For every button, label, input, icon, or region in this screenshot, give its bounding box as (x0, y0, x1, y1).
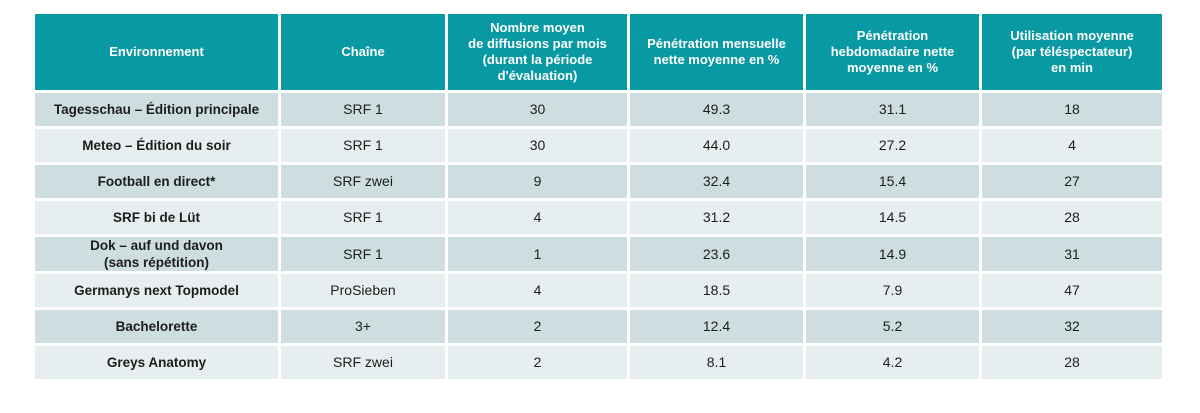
value-cell: 1 (448, 237, 627, 271)
value-cell: 3+ (281, 310, 445, 343)
value-cell: 30 (448, 129, 627, 162)
value-cell: ProSieben (281, 274, 445, 307)
value-cell: 31.2 (630, 201, 803, 234)
table-row: Dok – auf und davon (sans répétition) SRF… (35, 237, 1162, 271)
value-cell: 47 (982, 274, 1162, 307)
value-cell: SRF 1 (281, 237, 445, 271)
column-header-diffusions: Nombre moyen de diffusions par mois (dur… (448, 14, 627, 90)
value-cell: 4.2 (806, 346, 979, 379)
value-cell: 27 (982, 165, 1162, 198)
column-header-chaine: Chaîne (281, 14, 445, 90)
value-cell: 2 (448, 346, 627, 379)
value-cell: 31 (982, 237, 1162, 271)
value-cell: 30 (448, 93, 627, 126)
value-cell: 18 (982, 93, 1162, 126)
environment-cell: Meteo – Édition du soir (35, 129, 278, 162)
column-header-utilisation: Utilisation moyenne (par téléspectateur)… (982, 14, 1162, 90)
value-cell: SRF zwei (281, 346, 445, 379)
header-row: Environnement Chaîne Nombre moyen de dif… (35, 14, 1162, 90)
value-cell: 28 (982, 201, 1162, 234)
value-cell: 28 (982, 346, 1162, 379)
table-row: SRF bi de Lüt SRF 1 4 31.2 14.5 28 (35, 201, 1162, 234)
table-row: Football en direct* SRF zwei 9 32.4 15.4 27 (35, 165, 1162, 198)
value-cell: 32 (982, 310, 1162, 343)
value-cell: 32.4 (630, 165, 803, 198)
value-cell: 27.2 (806, 129, 979, 162)
value-cell: 5.2 (806, 310, 979, 343)
value-cell: 18.5 (630, 274, 803, 307)
table-body: Tagesschau – Édition principale SRF 1 30 49… (35, 93, 1162, 379)
value-cell: SRF zwei (281, 165, 445, 198)
environment-cell: Greys Anatomy (35, 346, 278, 379)
value-cell: 4 (448, 201, 627, 234)
environment-cell: Tagesschau – Édition principale (35, 93, 278, 126)
environment-cell: Germanys next Topmodel (35, 274, 278, 307)
tv-penetration-table-wrap: Environnement Chaîne Nombre moyen de dif… (32, 11, 1165, 382)
value-cell: 49.3 (630, 93, 803, 126)
environment-cell: Football en direct* (35, 165, 278, 198)
value-cell: 8.1 (630, 346, 803, 379)
column-header-penetration-mensuelle: Pénétration mensuelle nette moyenne en % (630, 14, 803, 90)
value-cell: 14.5 (806, 201, 979, 234)
value-cell: 4 (982, 129, 1162, 162)
value-cell: 23.6 (630, 237, 803, 271)
table-row: Meteo – Édition du soir SRF 1 30 44.0 27.2 4 (35, 129, 1162, 162)
column-header-environnement: Environnement (35, 14, 278, 90)
value-cell: 7.9 (806, 274, 979, 307)
table-row: Germanys next Topmodel ProSieben 4 18.5 7.9 4… (35, 274, 1162, 307)
environment-cell: Dok – auf und davon (sans répétition) (35, 237, 278, 271)
tv-penetration-table: Environnement Chaîne Nombre moyen de dif… (32, 11, 1165, 382)
column-header-penetration-hebdomadaire: Pénétration hebdomadaire nette moyenne e… (806, 14, 979, 90)
value-cell: 15.4 (806, 165, 979, 198)
table-row: Greys Anatomy SRF zwei 2 8.1 4.2 28 (35, 346, 1162, 379)
value-cell: 2 (448, 310, 627, 343)
environment-cell: SRF bi de Lüt (35, 201, 278, 234)
table-header: Environnement Chaîne Nombre moyen de dif… (35, 14, 1162, 90)
value-cell: 9 (448, 165, 627, 198)
value-cell: SRF 1 (281, 129, 445, 162)
environment-cell: Bachelorette (35, 310, 278, 343)
value-cell: 31.1 (806, 93, 979, 126)
value-cell: 4 (448, 274, 627, 307)
value-cell: 44.0 (630, 129, 803, 162)
table-row: Bachelorette 3+ 2 12.4 5.2 32 (35, 310, 1162, 343)
value-cell: SRF 1 (281, 201, 445, 234)
value-cell: 14.9 (806, 237, 979, 271)
table-row: Tagesschau – Édition principale SRF 1 30 49… (35, 93, 1162, 126)
value-cell: SRF 1 (281, 93, 445, 126)
value-cell: 12.4 (630, 310, 803, 343)
